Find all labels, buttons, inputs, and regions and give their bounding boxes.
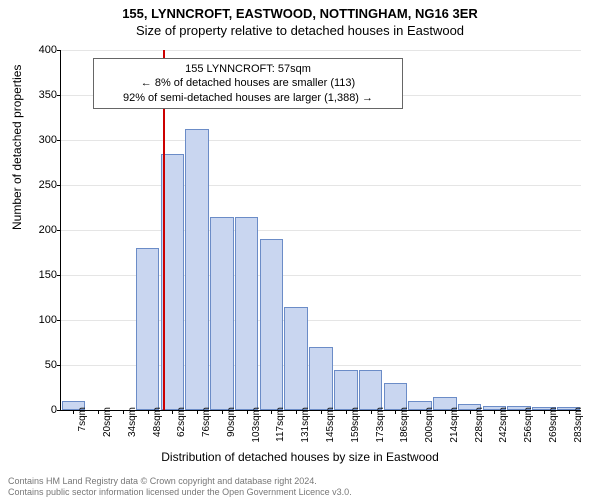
ytick-label: 400 bbox=[31, 44, 57, 56]
ytick-label: 0 bbox=[31, 404, 57, 416]
ytick-mark bbox=[57, 410, 61, 411]
xtick-label: 131sqm bbox=[300, 407, 311, 443]
xtick-label: 62sqm bbox=[176, 407, 187, 437]
ytick-label: 350 bbox=[31, 89, 57, 101]
xtick-mark bbox=[172, 410, 173, 414]
annotation-line2: ← 8% of detached houses are smaller (113… bbox=[100, 76, 396, 90]
gridline bbox=[61, 185, 581, 186]
xtick-label: 76sqm bbox=[201, 407, 212, 437]
xtick-label: 90sqm bbox=[226, 407, 237, 437]
annotation-line1: 155 LYNNCROFT: 57sqm bbox=[100, 62, 396, 76]
xtick-label: 159sqm bbox=[350, 407, 361, 443]
xtick-label: 117sqm bbox=[275, 407, 286, 442]
xtick-mark bbox=[569, 410, 570, 414]
xtick-label: 200sqm bbox=[424, 407, 435, 443]
xtick-label: 7sqm bbox=[77, 407, 88, 431]
xtick-mark bbox=[470, 410, 471, 414]
histogram-bar bbox=[185, 129, 209, 410]
xtick-mark bbox=[519, 410, 520, 414]
histogram-bar bbox=[210, 217, 234, 411]
xtick-label: 103sqm bbox=[251, 407, 262, 443]
xtick-mark bbox=[395, 410, 396, 414]
ytick-label: 100 bbox=[31, 314, 57, 326]
xtick-label: 283sqm bbox=[573, 407, 584, 443]
xtick-mark bbox=[544, 410, 545, 414]
xtick-mark bbox=[420, 410, 421, 414]
xtick-label: 256sqm bbox=[523, 407, 534, 443]
histogram-bar bbox=[260, 239, 284, 410]
histogram-bar bbox=[136, 248, 160, 410]
ytick-label: 250 bbox=[31, 179, 57, 191]
histogram-bar bbox=[359, 370, 383, 411]
xtick-mark bbox=[73, 410, 74, 414]
chart-plot-area: 0501001502002503003504007sqm20sqm34sqm48… bbox=[60, 50, 580, 410]
ytick-mark bbox=[57, 95, 61, 96]
xtick-mark bbox=[148, 410, 149, 414]
chart-container: { "title_main": "155, LYNNCROFT, EASTWOO… bbox=[0, 0, 600, 500]
xtick-label: 214sqm bbox=[449, 407, 460, 443]
xtick-mark bbox=[321, 410, 322, 414]
xtick-label: 20sqm bbox=[102, 407, 113, 437]
annotation-box: 155 LYNNCROFT: 57sqm← 8% of detached hou… bbox=[93, 58, 403, 109]
xtick-label: 186sqm bbox=[399, 407, 410, 443]
gridline bbox=[61, 50, 581, 51]
ytick-mark bbox=[57, 185, 61, 186]
ytick-mark bbox=[57, 140, 61, 141]
ytick-label: 300 bbox=[31, 134, 57, 146]
plot: 0501001502002503003504007sqm20sqm34sqm48… bbox=[60, 50, 581, 411]
ytick-mark bbox=[57, 230, 61, 231]
histogram-bar bbox=[384, 383, 408, 410]
xtick-label: 269sqm bbox=[548, 407, 559, 443]
ytick-label: 200 bbox=[31, 224, 57, 236]
y-axis-label: Number of detached properties bbox=[10, 65, 24, 230]
xtick-mark bbox=[123, 410, 124, 414]
xtick-mark bbox=[271, 410, 272, 414]
xtick-mark bbox=[247, 410, 248, 414]
xtick-label: 48sqm bbox=[152, 407, 163, 437]
histogram-bar bbox=[284, 307, 308, 411]
x-axis-label: Distribution of detached houses by size … bbox=[0, 450, 600, 464]
annotation-line3: 92% of semi-detached houses are larger (… bbox=[100, 91, 396, 105]
footer-line2: Contains public sector information licen… bbox=[8, 487, 352, 497]
histogram-bar bbox=[334, 370, 358, 411]
xtick-mark bbox=[222, 410, 223, 414]
xtick-mark bbox=[346, 410, 347, 414]
xtick-label: 145sqm bbox=[325, 407, 336, 443]
ytick-mark bbox=[57, 365, 61, 366]
ytick-mark bbox=[57, 50, 61, 51]
xtick-label: 228sqm bbox=[474, 407, 485, 443]
ytick-mark bbox=[57, 275, 61, 276]
xtick-mark bbox=[98, 410, 99, 414]
footer-line1: Contains HM Land Registry data © Crown c… bbox=[8, 476, 317, 486]
gridline bbox=[61, 140, 581, 141]
chart-title-main: 155, LYNNCROFT, EASTWOOD, NOTTINGHAM, NG… bbox=[0, 0, 600, 21]
ytick-label: 150 bbox=[31, 269, 57, 281]
ytick-label: 50 bbox=[31, 359, 57, 371]
xtick-label: 242sqm bbox=[498, 407, 509, 443]
xtick-mark bbox=[371, 410, 372, 414]
ytick-mark bbox=[57, 320, 61, 321]
xtick-mark bbox=[296, 410, 297, 414]
xtick-label: 173sqm bbox=[375, 407, 386, 443]
footer-attribution: Contains HM Land Registry data © Crown c… bbox=[0, 476, 600, 498]
xtick-label: 34sqm bbox=[127, 407, 138, 437]
xtick-mark bbox=[445, 410, 446, 414]
xtick-mark bbox=[197, 410, 198, 414]
xtick-mark bbox=[494, 410, 495, 414]
chart-title-sub: Size of property relative to detached ho… bbox=[0, 21, 600, 38]
histogram-bar bbox=[309, 347, 333, 410]
gridline bbox=[61, 230, 581, 231]
histogram-bar bbox=[235, 217, 259, 411]
